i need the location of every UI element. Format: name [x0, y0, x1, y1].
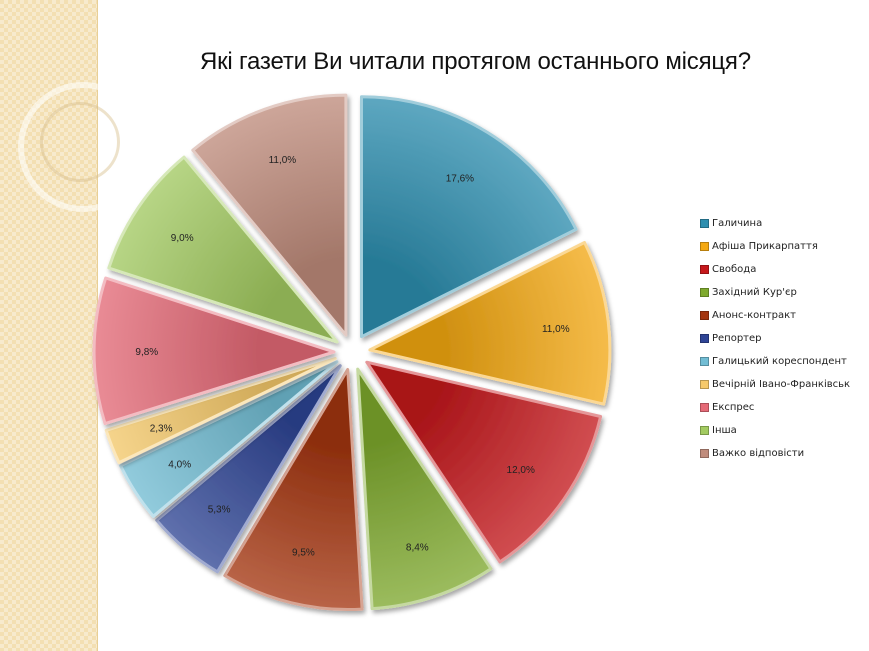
legend-item-важко-відповісти: Важко відповісти [700, 442, 850, 465]
pie-slice-афіша-прикарпаття [368, 241, 612, 406]
legend-swatch [700, 265, 709, 274]
decorative-side-panel [0, 0, 98, 651]
data-label-афіша-прикарпаття: 11,0% [542, 324, 570, 335]
legend-item-свобода: Свобода [700, 258, 850, 281]
chart-legend: Галичина Афіша Прикарпаття Свобода Західний… [700, 212, 850, 465]
legend-item-вечірній-івано-франківськ: Вечірній Івано-Франківськ [700, 373, 850, 396]
legend-label: Вечірній Івано-Франківськ [712, 379, 851, 390]
legend-item-галичина: Галичина [700, 212, 850, 235]
data-label-важко-відповісти: 11,0% [269, 155, 297, 166]
pie-slice-інша [107, 155, 339, 344]
data-label-свобода: 12,0% [507, 465, 535, 476]
pie-slice-важко-відповісти [191, 93, 348, 337]
legend-swatch [700, 403, 709, 412]
legend-label: Репортер [712, 333, 762, 344]
pie-slice-вечірній-івано-франківськ [104, 357, 337, 465]
data-label-галицький-кореспондент: 4,0% [168, 459, 191, 470]
legend-label: Галицький кореспондент [712, 356, 847, 367]
data-label-вечірній-івано-франківськ: 2,3% [150, 423, 173, 434]
pie-slice-галичина [360, 95, 578, 339]
pie-slice-західний-кур-єр [356, 367, 493, 611]
legend-item-експрес: Експрес [700, 396, 850, 419]
legend-label: Свобода [712, 264, 757, 275]
data-label-експрес: 9,8% [135, 347, 158, 358]
legend-label: Афіша Прикарпаття [712, 241, 818, 252]
legend-swatch [700, 380, 709, 389]
legend-label: Важко відповісти [712, 448, 805, 459]
legend-swatch [700, 334, 709, 343]
chart-title: Які газети Ви читали протягом останнього… [200, 48, 751, 75]
legend-swatch [700, 357, 709, 366]
pie-slice-експрес [92, 276, 336, 426]
legend-label: Західний Кур'єр [712, 287, 797, 298]
legend-item-афіша-прикарпаття: Афіша Прикарпаття [700, 235, 850, 258]
legend-item-інша: Інша [700, 419, 850, 442]
legend-swatch [700, 426, 709, 435]
pie-slice-галицький-кореспондент [119, 360, 339, 518]
data-label-західний-кур-єр: 8,4% [406, 543, 429, 554]
legend-label: Анонс-контракт [712, 310, 797, 321]
data-label-репортер: 5,3% [208, 504, 231, 515]
legend-swatch [700, 449, 709, 458]
legend-swatch [700, 242, 709, 251]
legend-item-галицький-кореспондент: Галицький кореспондент [700, 350, 850, 373]
legend-item-анонс-контракт: Анонс-контракт [700, 304, 850, 327]
legend-swatch [700, 311, 709, 320]
legend-item-репортер: Репортер [700, 327, 850, 350]
legend-label: Експрес [712, 402, 755, 413]
legend-label: Інша [712, 425, 737, 436]
legend-label: Галичина [712, 218, 763, 229]
pie-slice-свобода [365, 360, 603, 564]
data-label-галичина: 17,6% [446, 173, 474, 184]
data-label-інша: 9,0% [171, 233, 194, 244]
pie-slice-репортер [155, 364, 342, 574]
legend-item-західний-кур-єр: Західний Кур'єр [700, 281, 850, 304]
legend-swatch [700, 288, 709, 297]
pie-slice-анонс-контракт [223, 368, 364, 612]
data-label-анонс-контракт: 9,5% [292, 547, 315, 558]
legend-swatch [700, 219, 709, 228]
